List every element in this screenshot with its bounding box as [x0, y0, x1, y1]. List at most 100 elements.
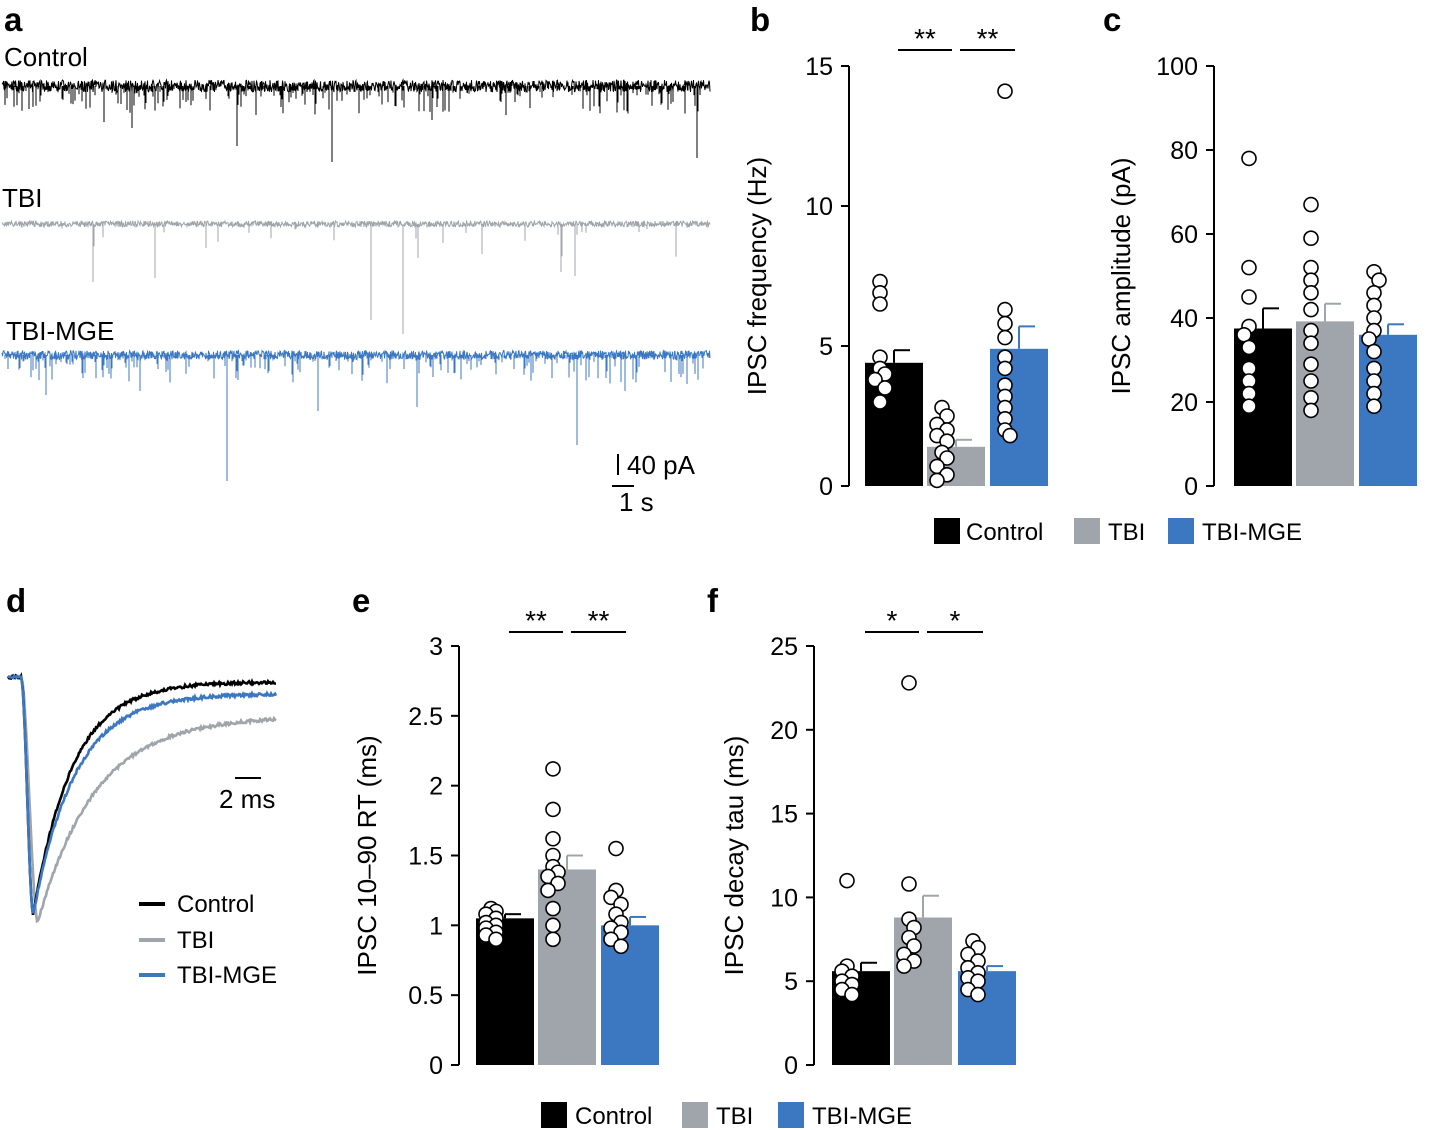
data-point-control: [1241, 339, 1257, 356]
panel-b-frequency-chart: 0 5 10 15 IPSC frequency (Hz) ** **: [742, 23, 1048, 501]
significance-stars: **: [588, 605, 610, 636]
panel-label-e: e: [352, 582, 370, 619]
y-tick-label: 40: [1170, 305, 1198, 333]
data-point-tbi: [1303, 402, 1319, 419]
y-tick-label: 15: [770, 801, 798, 829]
data-point-control: [872, 296, 888, 312]
legend-d-tbi: TBI: [177, 927, 214, 954]
data-point-tbi-mge: [1366, 343, 1382, 360]
data-point-tbi-mge: [970, 986, 986, 1003]
data-point-tbi: [545, 931, 561, 948]
data-point-tbi: [545, 917, 561, 934]
data-point-tbi-mge: [613, 938, 629, 955]
data-point-tbi-mge: [997, 315, 1013, 332]
y-tick-label: 0.5: [408, 982, 443, 1010]
bar-tbi-mge: [601, 925, 659, 1065]
data-point-tbi: [1303, 335, 1319, 352]
data-point-tbi: [896, 958, 912, 974]
data-point-tbi: [901, 675, 917, 691]
data-point-tbi: [545, 801, 561, 818]
trace-label-control: Control: [4, 42, 88, 72]
legend-label-control: Control: [575, 1103, 652, 1130]
y-tick-label: 1: [429, 912, 443, 940]
data-point-tbi-mge: [997, 83, 1013, 99]
legend-label-control: Control: [966, 519, 1043, 546]
y-tick-label: 1.5: [408, 843, 443, 871]
y-axis-label: IPSC 10–90 RT (ms): [352, 735, 382, 975]
legend-swatch-tbi-mge: [778, 1102, 804, 1128]
significance-stars: *: [950, 605, 961, 636]
data-point-tbi: [1303, 301, 1319, 318]
data-point-control: [839, 872, 855, 889]
significance-stars: **: [914, 23, 936, 54]
y-axis-label: IPSC frequency (Hz): [742, 157, 772, 395]
avg-trace-tbi: [7, 673, 277, 924]
panel-label-f: f: [707, 582, 719, 619]
data-point-control: [1241, 150, 1257, 167]
legend-label-tbi: TBI: [1108, 519, 1145, 546]
significance-stars: *: [887, 605, 898, 636]
trace-label-tbi: TBI: [2, 183, 42, 213]
panel-d-average-traces: 2 ms Control TBI TBI-MGE: [6, 672, 278, 989]
avg-trace-tbi-mge: [7, 673, 278, 914]
legend-bottom: Control TBI TBI-MGE: [541, 1102, 912, 1130]
y-tick-label: 25: [770, 633, 798, 661]
y-tick-label: 20: [1170, 389, 1198, 417]
legend-swatch-tbi: [1074, 518, 1100, 544]
panel-a-traces: Control TBI TBI-MGE 40 pA 1 s: [1, 42, 711, 517]
data-point-tbi-mge: [997, 360, 1013, 377]
data-point-tbi: [1303, 230, 1319, 246]
data-point-tbi-mge: [608, 840, 624, 857]
data-point-control: [1241, 259, 1257, 276]
y-tick-label: 0: [429, 1052, 443, 1080]
panel-f-decay-chart: 0 5 10 15 20 25 IPSC decay tau (ms) * *: [719, 605, 1016, 1080]
data-point-tbi: [1303, 284, 1319, 301]
legend-label-tbi-mge: TBI-MGE: [812, 1103, 912, 1130]
data-point-tbi: [901, 876, 917, 892]
bar-tbi: [538, 869, 596, 1065]
y-axis-label: IPSC amplitude (pA): [1106, 158, 1136, 395]
y-tick-label: 5: [819, 333, 833, 361]
y-tick-label: 5: [784, 968, 798, 996]
significance-stars: **: [525, 605, 547, 636]
trace-label-tbi-mge: TBI-MGE: [6, 316, 114, 346]
data-point-control: [877, 380, 893, 396]
data-point-tbi: [1303, 356, 1319, 373]
data-point-tbi: [545, 830, 561, 847]
y-tick-label: 80: [1170, 137, 1198, 165]
data-point-tbi: [545, 900, 561, 917]
legend-swatch-tbi: [682, 1102, 708, 1128]
data-point-tbi: [939, 450, 955, 466]
data-point-control: [488, 931, 504, 948]
data-point-tbi-mge: [1002, 427, 1018, 444]
y-tick-label: 60: [1170, 221, 1198, 249]
data-point-control: [1241, 398, 1257, 415]
data-point-tbi: [540, 882, 556, 899]
y-tick-label: 0: [784, 1052, 798, 1080]
panel-label-b: b: [750, 1, 770, 38]
scale-bar-x-label: 1 s: [619, 487, 654, 517]
data-point-tbi-mge: [1366, 398, 1382, 415]
legend-label-tbi-mge: TBI-MGE: [1202, 519, 1302, 546]
data-point-control: [867, 371, 883, 388]
legend-d-control: Control: [177, 891, 254, 918]
y-tick-label: 0: [819, 473, 833, 501]
legend-d-tbi-mge: TBI-MGE: [177, 962, 277, 989]
trace-control: [1, 78, 711, 162]
panel-label-a: a: [4, 1, 23, 38]
data-point-control: [844, 986, 860, 1003]
trace-tbi: [1, 219, 711, 334]
y-tick-label: 10: [770, 884, 798, 912]
legend-swatch-control: [541, 1102, 567, 1128]
trace-tbi-mge: [1, 349, 711, 481]
y-tick-label: 100: [1156, 53, 1198, 81]
data-point-tbi: [906, 938, 922, 954]
significance-stars: **: [977, 23, 999, 54]
y-tick-label: 2.5: [408, 703, 443, 731]
data-point-tbi: [1303, 373, 1319, 389]
data-point-tbi: [545, 761, 561, 777]
panel-c-amplitude-chart: 0 20 40 60 80 100 IPSC amplitude (pA): [1106, 53, 1417, 501]
y-tick-label: 3: [429, 633, 443, 661]
data-point-tbi-mge: [997, 329, 1013, 346]
